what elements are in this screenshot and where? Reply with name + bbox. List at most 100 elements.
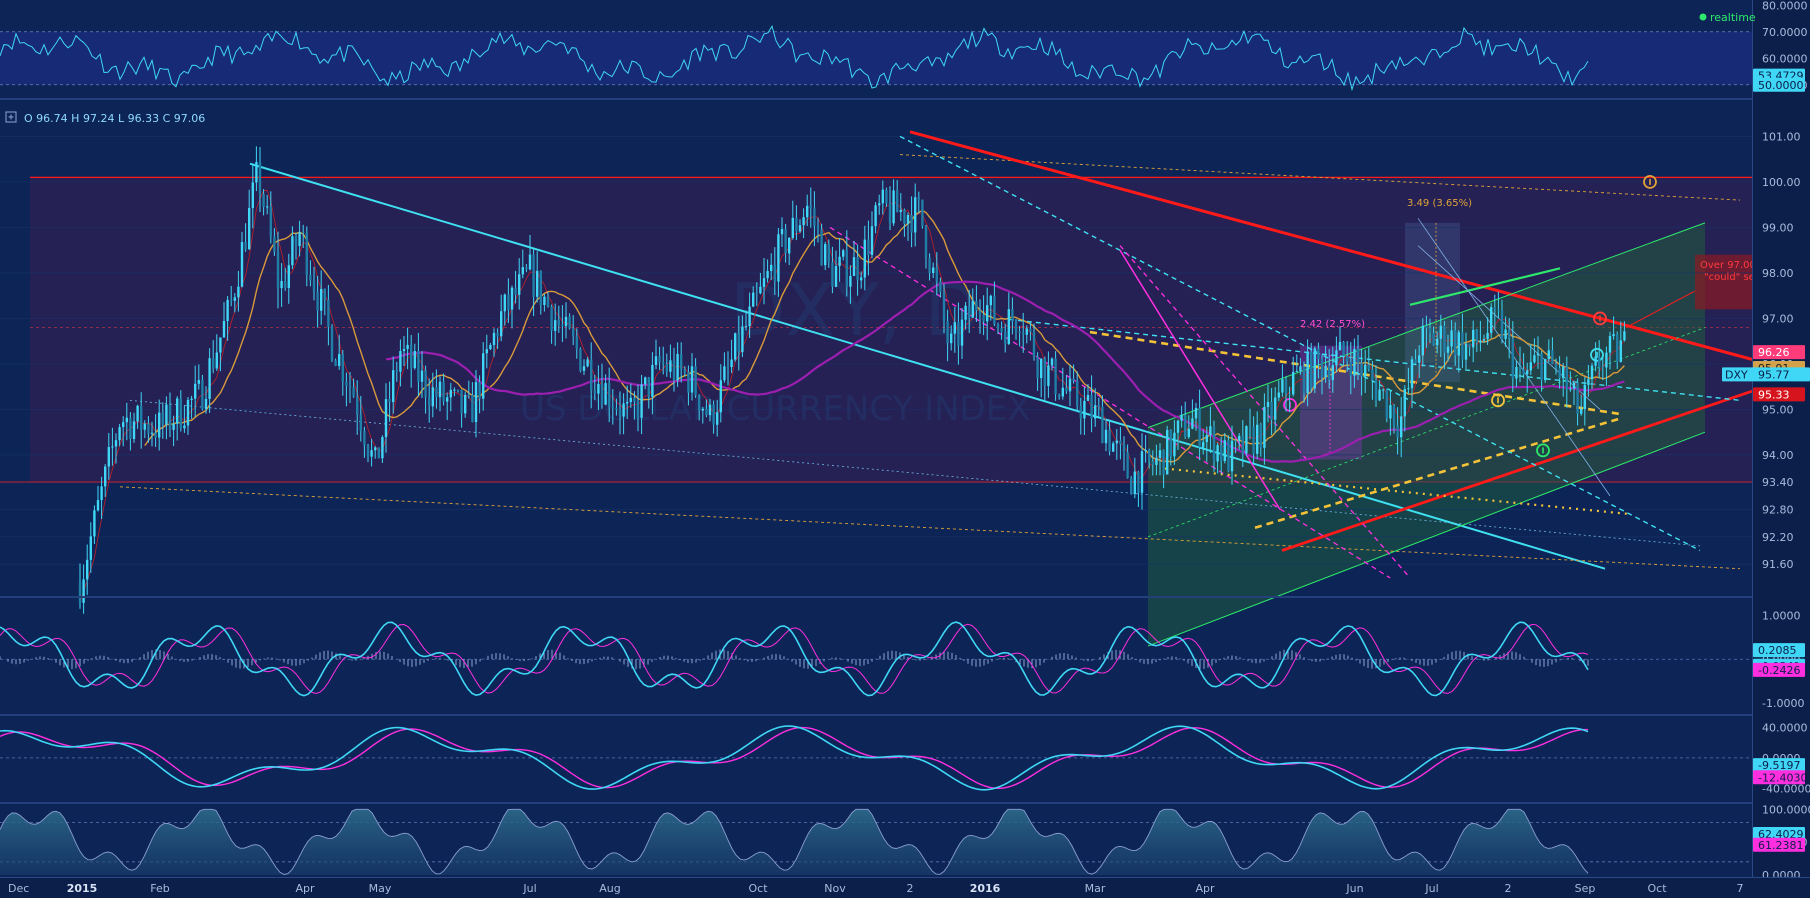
candle-body	[1248, 426, 1252, 428]
candle-body	[248, 208, 251, 250]
candle-body	[1191, 418, 1194, 429]
candle-body	[258, 162, 262, 194]
candle-body	[1259, 424, 1262, 448]
candle-body	[316, 291, 319, 311]
candle-body	[906, 215, 910, 224]
drawings[interactable]	[119, 130, 1753, 647]
candle-body	[1414, 359, 1417, 363]
candle-body	[798, 225, 802, 232]
candle-body	[1619, 340, 1622, 362]
candle-body	[766, 271, 769, 279]
pane-separators[interactable]	[0, 0, 1810, 877]
candle-body	[1360, 363, 1363, 377]
candle-body	[330, 326, 334, 361]
candle-body	[734, 333, 737, 360]
price-tag-2-prefix: DXY	[1725, 368, 1748, 381]
candle-body	[1518, 367, 1522, 370]
candle-body	[1338, 341, 1342, 351]
candle-body	[201, 380, 204, 409]
candle-body	[471, 394, 474, 423]
rsi-tick-1: 70.0000	[1762, 26, 1808, 39]
candle-body	[892, 190, 895, 224]
price-tick-8: 93.40	[1762, 476, 1794, 489]
candle-body	[381, 437, 384, 459]
candle-body	[665, 363, 668, 372]
macd-indicator	[0, 621, 1752, 697]
candle-body	[795, 217, 798, 232]
candle-body	[680, 353, 683, 370]
candle-body	[1079, 405, 1082, 419]
candle-body	[298, 232, 301, 246]
candle-body	[737, 333, 740, 353]
candle-body	[1475, 329, 1478, 343]
candle-body	[1454, 330, 1457, 356]
channel-accent	[1409, 267, 1561, 306]
price-axis[interactable]	[1753, 0, 1810, 877]
ohlc-low: 96.33	[128, 112, 160, 125]
oscillator-pane[interactable]	[0, 716, 1752, 802]
rsi-tag-1-bg	[1753, 77, 1805, 92]
candle-body	[1612, 334, 1615, 337]
candle-body	[1317, 348, 1320, 360]
stoch-tag-1-label: 61.2381	[1758, 839, 1804, 852]
candle-body	[705, 408, 708, 416]
candle-body	[561, 324, 564, 327]
candle-body	[1331, 365, 1334, 380]
candle-body	[960, 319, 964, 346]
candle-body	[154, 432, 157, 438]
candle-body	[1439, 325, 1442, 339]
candle-body	[586, 359, 589, 367]
candle-body	[572, 328, 575, 337]
time-label-17: Oct	[1647, 882, 1667, 895]
candle-body	[528, 254, 532, 270]
candle-body	[1090, 395, 1093, 419]
candle-body	[694, 366, 697, 396]
candle-body	[273, 236, 276, 252]
candle-body	[849, 275, 852, 287]
candle-body	[1148, 450, 1151, 462]
candle-body	[633, 397, 636, 402]
candle-body	[1065, 387, 1068, 392]
trendline-main	[249, 162, 1606, 570]
candle-body	[514, 287, 517, 295]
candle-body	[1436, 338, 1439, 346]
candle-body	[478, 382, 481, 399]
candle-body	[1223, 440, 1226, 462]
candle-body	[935, 267, 938, 282]
candle-body	[244, 242, 247, 250]
time-axis[interactable]	[0, 877, 1810, 898]
candle-body	[1086, 395, 1090, 401]
ohlc-legend: O 96.74 H 97.24 L 96.33 C 97.06	[5, 111, 205, 125]
ohlc-close: 97.06	[174, 112, 206, 125]
candle-body	[1252, 426, 1255, 454]
candle-body	[410, 344, 413, 369]
time-label-9: 2	[907, 882, 914, 895]
candle-body	[1540, 353, 1543, 381]
candle-body	[500, 311, 503, 337]
candle-body	[1464, 343, 1468, 360]
candle-body	[1598, 356, 1601, 368]
candle-body	[89, 536, 92, 560]
candle-body	[352, 387, 355, 397]
candle-body	[777, 234, 780, 282]
osc-tag-0-label: -9.5197	[1758, 759, 1800, 772]
candle-body	[723, 366, 726, 381]
candle-body	[867, 239, 870, 255]
annotations[interactable]: 3.49 (3.65%) 2.42 (2.57%) Over 97.00 "co…	[1300, 198, 1756, 330]
candlesticks[interactable]	[78, 146, 1626, 614]
stoch-indicator	[0, 808, 1752, 876]
svg-text:O 96.74 H 97.24 L 96.33 C 9: O 96.74 H 97.24 L 96.33 C 97.06	[24, 112, 205, 125]
candle-body	[863, 239, 866, 278]
rsi-grid	[0, 31, 1752, 86]
candle-body	[1072, 378, 1075, 381]
realtime-status: realtime	[1699, 11, 1756, 24]
candle-body	[773, 264, 776, 282]
plus-square-icon[interactable]	[5, 111, 17, 123]
stoch-tag-0-bg	[1753, 826, 1805, 841]
candle-body	[1367, 364, 1370, 370]
candle-body	[1389, 405, 1392, 419]
candle-body	[345, 381, 348, 386]
rsi-line	[0, 25, 1589, 92]
candle-body	[312, 280, 316, 292]
